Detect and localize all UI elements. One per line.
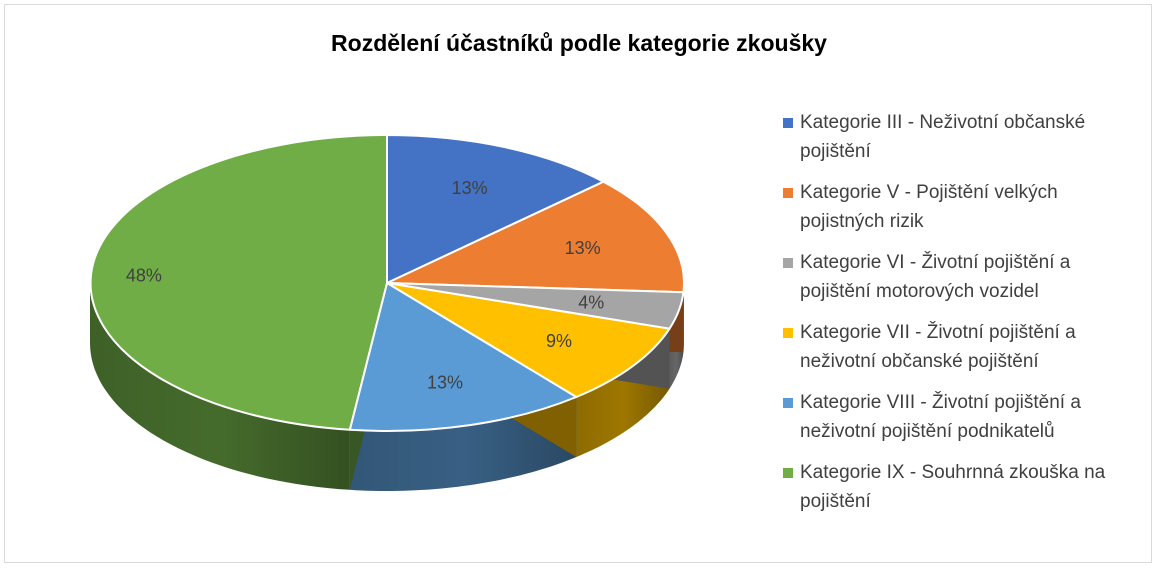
legend-label-line1: Kategorie III - Neživotní občanské [800, 112, 1086, 133]
pie-data-label: 48% [126, 265, 162, 285]
legend: Kategorie III - Neživotní občanské pojiš… [778, 108, 1148, 528]
pie-data-label: 9% [546, 331, 572, 351]
legend-label-line2: neživotní občanské pojištění [800, 351, 1039, 372]
pie-slices [89, 134, 685, 432]
pie-data-label: 13% [452, 178, 488, 198]
pie-slice [348, 282, 578, 432]
legend-swatch [783, 328, 793, 338]
legend-item: Kategorie VIII - Životní pojištění a než… [778, 388, 1148, 458]
legend-label-line2: pojištění [800, 491, 871, 512]
pie-slice [386, 282, 671, 398]
legend-swatch [783, 258, 793, 268]
legend-item: Kategorie VII - Životní pojištění a neži… [778, 318, 1148, 388]
pie-data-label: 13% [565, 238, 601, 258]
pie-slice [386, 134, 605, 284]
legend-label-line1: Kategorie VII - Životní pojištění a [800, 322, 1076, 343]
legend-swatch [783, 188, 793, 198]
pie-data-label: 4% [578, 292, 604, 312]
pie-slice [386, 180, 685, 294]
legend-item: Kategorie III - Neživotní občanské pojiš… [778, 108, 1148, 178]
legend-swatch [783, 468, 793, 478]
legend-swatch [783, 398, 793, 408]
pie-slice-side-shading [683, 283, 684, 353]
legend-item: Kategorie VI - Životní pojištění a pojiš… [778, 248, 1148, 318]
legend-swatch [783, 118, 793, 128]
pie-data-label: 13% [427, 373, 463, 393]
legend-label-line1: Kategorie VI - Životní pojištění a [800, 252, 1071, 273]
legend-label-line2: pojištění motorových vozidel [800, 281, 1039, 302]
pie-slice-side-shading [90, 283, 350, 490]
pie-slice [89, 134, 388, 431]
legend-label-line1: Kategorie V - Pojištění velkých [800, 182, 1058, 203]
legend-label-line2: neživotní pojištění podnikatelů [800, 421, 1055, 442]
legend-label-line2: pojistných rizik [800, 211, 924, 232]
pie-data-labels: 13% 13% 4% 9% 13% 48% [126, 178, 604, 393]
legend-item: Kategorie V - Pojištění velkých pojistný… [778, 178, 1148, 248]
legend-label-line1: Kategorie IX - Souhrnná zkouška na [800, 462, 1106, 483]
legend-label-line2: pojištění [800, 141, 871, 162]
chart-title: Rozdělení účastníků podle kategorie zkou… [331, 30, 827, 56]
legend-label-line1: Kategorie VIII - Životní pojištění a [800, 392, 1081, 413]
legend-item: Kategorie IX - Souhrnná zkouška na pojiš… [778, 458, 1148, 528]
